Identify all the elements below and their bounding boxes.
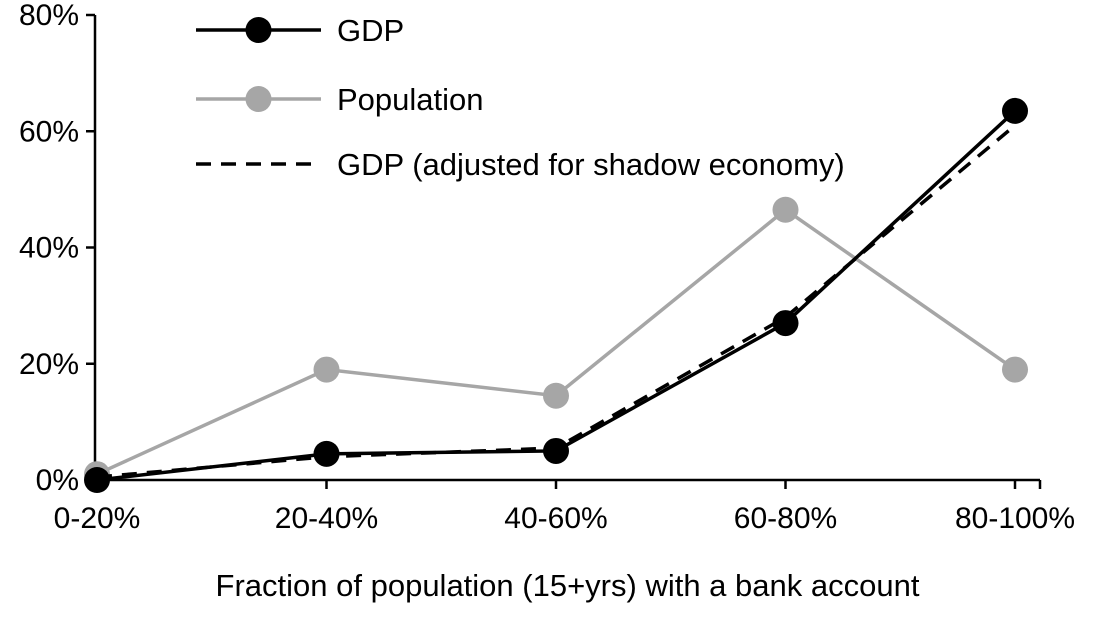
data-point-population [1002, 356, 1028, 383]
legend-item-gdp: GDP [196, 13, 404, 48]
data-point-gdp [313, 440, 340, 467]
y-tick-label: 0% [36, 464, 79, 497]
y-tick-label: 40% [19, 232, 79, 265]
data-point-gdp [1002, 97, 1028, 124]
plot-area: 0% 20% 40% 60% 80% 0-20% 20-40% 40-60% 60-80% 80-… [19, 0, 1075, 535]
data-point-gdp [84, 467, 110, 493]
x-tick-label: 40-60% [504, 502, 607, 535]
data-point-gdp [772, 310, 799, 337]
legend-item-gdp-adjusted-for-shadow-economy: GDP (adjusted for shadow economy) [196, 147, 845, 182]
data-point-gdp [543, 437, 569, 464]
x-tick-label: 80-100% [955, 502, 1075, 535]
y-tick-label: 20% [19, 348, 79, 381]
x-tick-label: 0-20% [54, 502, 141, 535]
y-tick-label: 80% [19, 0, 79, 32]
data-point-population [772, 196, 799, 223]
legend-label: GDP [337, 13, 404, 48]
x-tick-label: 20-40% [275, 502, 378, 535]
y-tick-label: 60% [19, 115, 79, 148]
series-line-population [96, 207, 1017, 476]
chart-canvas: 0% 20% 40% 60% 80% 0-20% 20-40% 40-60% 60-80% 80-… [19, 0, 1075, 535]
legend-item-population: Population [196, 82, 484, 117]
legend-marker [245, 86, 272, 112]
x-axis-title: Fraction of population (15+yrs) with a b… [215, 568, 920, 603]
legend-label: Population [337, 82, 484, 117]
data-point-population [543, 382, 569, 409]
data-point-population [313, 356, 340, 383]
x-tick-label: 60-80% [734, 502, 837, 535]
legend-label: GDP (adjusted for shadow economy) [337, 147, 845, 182]
legend-marker [245, 17, 272, 43]
